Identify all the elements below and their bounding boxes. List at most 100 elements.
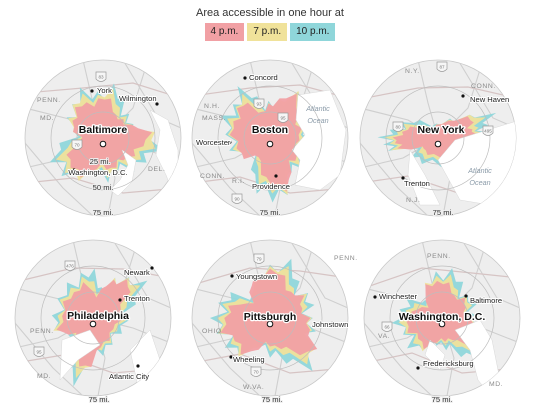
highway-shield-icon: 80 <box>392 121 404 132</box>
city-name-label: Boston <box>252 124 288 136</box>
highway-shield-label: 79 <box>256 257 262 262</box>
region-label: CONN. <box>471 83 496 90</box>
place-label: Johnstown <box>312 320 348 329</box>
ring-distance-label: 75 mi. <box>260 208 281 217</box>
distance-ring <box>76 111 130 165</box>
place-label: Wheeling <box>233 355 265 364</box>
highway-shield-label: 95 <box>280 116 286 121</box>
city-map-boston: 93 95 90 N.H. MASS. CONN. R.I. Atlantic Ocean Con… <box>191 59 349 218</box>
city-map-philadelphia: 476 95 PENN. MD. Newark Trenton Atlantic City 7… <box>14 239 172 405</box>
place-label: Atlantic City <box>109 372 149 381</box>
place-label: Trenton <box>124 294 150 303</box>
region-label: MD. <box>37 373 51 380</box>
place-dot <box>274 174 278 178</box>
distance-ring <box>411 111 465 165</box>
highway-shield-label: 93 <box>256 102 262 107</box>
place-label: Newark <box>124 268 150 277</box>
distance-ring <box>50 85 156 191</box>
ring-distance-label: 75 mi. <box>262 395 283 404</box>
city-name-label: Pittsburgh <box>244 311 297 323</box>
highway-shield-label: 95 <box>36 350 42 355</box>
state-border <box>364 267 520 289</box>
state-border <box>15 267 171 283</box>
isochrone-4pm <box>66 98 153 178</box>
state-border <box>192 353 348 374</box>
place-dot <box>331 321 335 325</box>
ring-distance-label: 50 mi. <box>93 183 114 192</box>
highway-shield-icon: 70 <box>71 139 83 150</box>
place-dot <box>464 294 468 298</box>
highway-shield-icon: 87 <box>436 61 448 72</box>
place-label: Trenton <box>404 179 430 188</box>
distance-ring <box>389 265 495 371</box>
city-map-washington-d-c-: 66 PENN. VA. MD. Winchester Baltimore Frederic… <box>363 239 521 405</box>
road-line <box>461 240 520 309</box>
highway-shield-icon: 93 <box>253 98 265 109</box>
highway-shield-label: 80 <box>395 125 401 130</box>
road-line <box>25 142 94 216</box>
region-label: CONN. <box>200 173 225 180</box>
region-label: DEL. <box>148 166 166 173</box>
city-center-marker <box>434 140 442 148</box>
distance-ring <box>66 291 120 345</box>
place-label: York <box>97 86 112 95</box>
place-label: Baltimore <box>470 296 502 305</box>
place-label: Youngstown <box>236 272 277 281</box>
city-center-marker <box>89 320 97 328</box>
place-label: Providence <box>252 182 290 191</box>
region-label: VA. <box>378 333 390 340</box>
highway-shield-label: 87 <box>439 65 445 70</box>
road-line <box>364 322 433 396</box>
city-map-baltimore: 83 70 PENN. MD. DEL. York Wilmington Washington… <box>24 59 182 218</box>
city-name-label: Baltimore <box>79 124 128 136</box>
ring-distance-label: 75 mi. <box>433 208 454 217</box>
place-dot <box>118 298 122 302</box>
place-dot <box>72 168 76 172</box>
place-dot <box>229 355 233 359</box>
city-name-label: Philadelphia <box>67 310 129 322</box>
state-border <box>25 82 181 99</box>
city-center-marker <box>99 140 107 148</box>
highway-shield-label: 476 <box>66 264 74 269</box>
distance-ring <box>40 265 146 371</box>
distance-ring <box>243 111 297 165</box>
legend-item-4pm: 4 p.m. <box>204 23 245 41</box>
place-dot <box>150 266 154 270</box>
legend: Area accessible in one hour at 4 p.m. 7 … <box>0 7 540 41</box>
legend-item-7pm: 7 p.m. <box>247 23 288 41</box>
city-name-label: Washington, D.C. <box>399 311 486 323</box>
distance-ring <box>243 291 297 345</box>
ocean-label: Ocean <box>469 178 490 187</box>
region-label: MD. <box>40 115 54 122</box>
road-line <box>289 240 348 309</box>
region-label: PENN. <box>37 97 61 104</box>
place-label: Winchester <box>379 292 417 301</box>
place-dot <box>416 366 420 370</box>
city-map-new-york: 87 80 495 N.Y. CONN. N.J. Atlantic Ocean New Hav… <box>359 59 517 218</box>
place-dot <box>461 94 465 98</box>
road-line <box>15 322 84 396</box>
place-label: Concord <box>249 73 278 82</box>
place-dot <box>136 364 140 368</box>
highway-shield-icon: 79 <box>253 253 265 264</box>
city-center-marker <box>266 320 274 328</box>
city-center-marker <box>438 320 446 328</box>
state-border <box>25 177 181 194</box>
legend-items: 4 p.m. 7 p.m. 10 p.m. <box>0 23 540 41</box>
city-center-marker <box>266 140 274 148</box>
road-line <box>360 142 429 216</box>
region-label: W.VA. <box>243 384 264 391</box>
place-dot <box>373 295 377 299</box>
place-label: Wilmington <box>119 94 157 103</box>
highway-shield-label: 70 <box>253 370 259 375</box>
place-dot <box>90 89 94 93</box>
road-line <box>112 240 171 309</box>
region-label: MASS. <box>202 115 226 122</box>
ring-distance-label: 75 mi. <box>89 395 110 404</box>
city-map-pittsburgh: 79 70 PENN. OHIO W.VA. Youngstown Johnstown Whe… <box>191 239 357 405</box>
place-label: Washington, D.C. <box>68 168 127 177</box>
state-border <box>360 86 516 100</box>
region-label: N.Y. <box>405 68 420 75</box>
place-dot <box>228 140 232 144</box>
